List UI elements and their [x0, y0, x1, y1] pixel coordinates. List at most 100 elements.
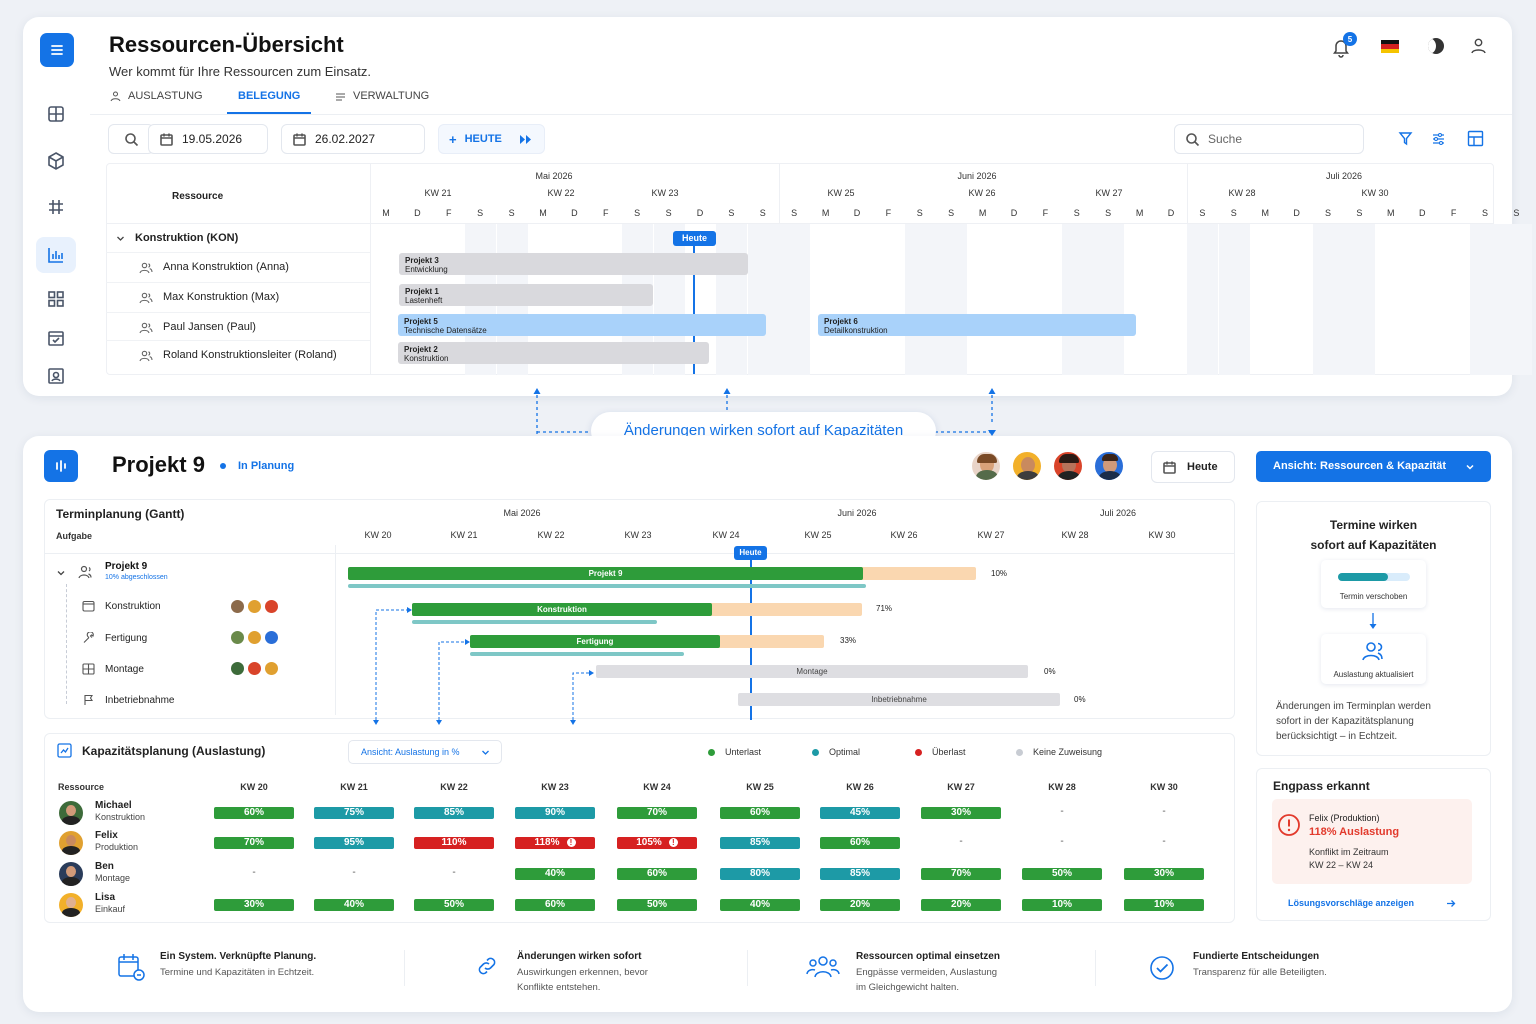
capacity-cell[interactable]: 60% [214, 807, 294, 819]
task-row-fertigung[interactable]: Fertigung [82, 632, 147, 644]
rail-hash-icon[interactable] [40, 191, 72, 223]
booking-bar[interactable]: Projekt 3 Entwicklung [399, 253, 748, 275]
team-avatar[interactable] [970, 450, 1002, 482]
capacity-cell[interactable]: 40% [720, 899, 800, 911]
flag-de-icon[interactable] [1381, 40, 1399, 53]
date-to-field[interactable]: 26.02.2027 [281, 124, 425, 154]
capacity-cell[interactable]: 40% [515, 868, 595, 880]
rail-dashboard-icon[interactable] [40, 98, 72, 130]
capacity-cell[interactable]: 60% [617, 868, 697, 880]
gantt-title: Terminplanung (Gantt) [56, 507, 185, 521]
day-label: S [665, 208, 672, 218]
solutions-link[interactable]: Lösungsvorschläge anzeigen [1272, 891, 1472, 915]
tab-label: BELEGUNG [238, 90, 301, 102]
view-select-button[interactable]: Ansicht: Ressourcen & Kapazität [1256, 451, 1491, 482]
capacity-cell[interactable]: 95% [314, 837, 394, 849]
team-avatar[interactable] [1011, 450, 1043, 482]
rail-contact-icon[interactable] [40, 360, 72, 392]
task-avatar [247, 630, 262, 645]
notification-button[interactable]: 5 [1330, 32, 1357, 60]
task-row-montage[interactable]: Montage [82, 663, 144, 675]
capacity-cell[interactable]: 30% [214, 899, 294, 911]
chevron-down-icon[interactable] [56, 568, 66, 578]
capacity-cell[interactable]: 10% [1124, 899, 1204, 911]
capacity-cell[interactable]: 50% [617, 899, 697, 911]
capacity-cell[interactable]: 75% [314, 807, 394, 819]
weekend-column [1093, 224, 1125, 375]
search-input[interactable]: Suche [1174, 124, 1364, 154]
user-icon[interactable] [1470, 37, 1487, 59]
capacity-cell[interactable]: 50% [1022, 868, 1102, 880]
dark-mode-icon[interactable] [1428, 38, 1444, 54]
gantt-bar-projekt9[interactable]: Projekt 9 [348, 567, 863, 580]
rail-calendar-check-icon[interactable] [40, 322, 72, 354]
booking-bar[interactable]: Projekt 6 Detailkonstruktion [818, 314, 1136, 336]
person-icon [139, 261, 153, 274]
gantt-bar-fertigung[interactable]: Fertigung [470, 635, 720, 648]
capacity-cell[interactable]: 45% [820, 807, 900, 819]
capacity-cell[interactable]: 118%! [515, 837, 595, 849]
booking-bar[interactable]: Projekt 1 Lastenheft [399, 284, 653, 306]
menu-button[interactable] [40, 33, 74, 67]
week-label: KW 21 [450, 530, 478, 540]
group-row-konstruktion[interactable]: Konstruktion (KON) [116, 232, 238, 244]
fast-forward-icon [519, 134, 531, 144]
capacity-cell[interactable]: 60% [720, 807, 800, 819]
booking-bar[interactable]: Projekt 2 Konstruktion [398, 342, 709, 364]
rail-cube-icon[interactable] [40, 145, 72, 177]
booking-bar[interactable]: Projekt 5 Technische Datensätze [398, 314, 766, 336]
capacity-cell[interactable]: 60% [515, 899, 595, 911]
gantt-bar-konstruktion[interactable]: Konstruktion [412, 603, 712, 616]
layout-icon[interactable] [1467, 130, 1484, 152]
resource-name[interactable]: Paul Jansen (Paul) [163, 321, 256, 333]
gantt-bar-montage[interactable]: Montage [596, 665, 1028, 678]
root-task-progress: 10% abgeschlossen [105, 574, 168, 581]
week-label: KW 21 [424, 188, 452, 198]
capacity-cell[interactable]: 10% [1022, 899, 1102, 911]
resource-name[interactable]: Max Konstruktion (Max) [163, 291, 280, 303]
team-avatar[interactable] [1052, 450, 1084, 482]
resource-name[interactable]: Anna Konstruktion (Anna) [163, 261, 289, 273]
capacity-cell[interactable]: 85% [820, 868, 900, 880]
rail-grid-icon[interactable] [40, 283, 72, 315]
tab-belegung[interactable]: BELEGUNG [227, 90, 312, 114]
day-label: D [696, 208, 704, 218]
today-badge: Heute [734, 546, 767, 560]
capacity-cell[interactable]: 85% [720, 837, 800, 849]
capacity-cell[interactable]: 85% [414, 807, 494, 819]
capacity-cell[interactable]: 90% [515, 807, 595, 819]
tab-verwaltung[interactable]: VERWALTUNG [335, 90, 429, 102]
today-button[interactable]: Heute [1151, 451, 1235, 483]
capacity-cell[interactable]: 110% [414, 837, 494, 849]
features-divider [747, 950, 748, 986]
root-task-label[interactable]: Projekt 9 [105, 561, 148, 572]
capacity-cell[interactable]: 30% [1124, 868, 1204, 880]
legend-dot [1016, 749, 1023, 757]
capacity-view-select[interactable]: Ansicht: Auslastung in % [348, 740, 502, 764]
settings-sliders-icon[interactable] [1431, 131, 1446, 151]
capacity-cell[interactable]: 70% [617, 807, 697, 819]
month-label: Juni 2026 [957, 171, 997, 181]
tab-auslastung[interactable]: AUSLASTUNG [110, 90, 203, 102]
task-row-inbetriebnahme[interactable]: Inbetriebnahme [82, 694, 175, 706]
gantt-bar-inbetriebnahme[interactable]: Inbetriebnahme [738, 693, 1060, 706]
date-from-field[interactable]: 19.05.2026 [148, 124, 268, 154]
capacity-cell[interactable]: 105%! [617, 837, 697, 849]
capacity-cell[interactable]: 60% [820, 837, 900, 849]
capacity-cell[interactable]: 70% [214, 837, 294, 849]
filter-icon[interactable] [1398, 131, 1413, 151]
capacity-cell[interactable]: 40% [314, 899, 394, 911]
capacity-cell[interactable]: 20% [820, 899, 900, 911]
today-button[interactable]: + HEUTE [438, 124, 545, 154]
resource-name[interactable]: Roland Konstruktionsleiter (Roland) [163, 349, 337, 361]
day-label: D [853, 208, 861, 218]
capacity-cell[interactable]: 20% [921, 899, 1001, 911]
capacity-cell[interactable]: 70% [921, 868, 1001, 880]
capacity-cell[interactable]: 50% [414, 899, 494, 911]
capacity-cell[interactable]: 30% [921, 807, 1001, 819]
task-row-konstruktion[interactable]: Konstruktion [82, 600, 161, 612]
rail-chart-icon[interactable] [36, 237, 76, 273]
capacity-cell[interactable]: 80% [720, 868, 800, 880]
feature-text: Konflikte entstehen. [517, 982, 601, 993]
team-avatar[interactable] [1093, 450, 1125, 482]
